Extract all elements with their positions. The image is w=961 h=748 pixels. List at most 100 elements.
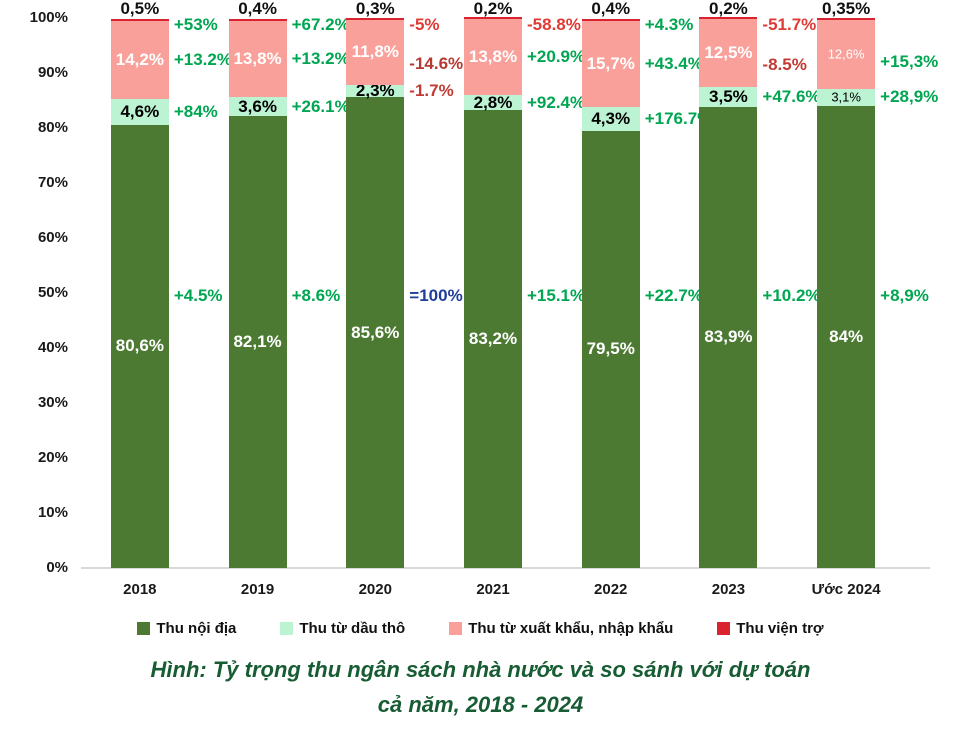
bar-value-label: 83,9% [704, 327, 753, 347]
legend-item-1: Thu từ dầu thô [280, 620, 405, 637]
vs-estimate-annotation: +43.4% [644, 53, 703, 73]
vs-estimate-annotation: +4.3% [644, 15, 694, 34]
bar-segment-1-2 [228, 20, 287, 97]
vs-estimate-annotation: +53% [173, 15, 218, 34]
bar-top-value-label: 0,4% [591, 0, 631, 18]
x-axis-label: 2019 [240, 581, 275, 598]
vs-estimate-annotation: +28,9% [880, 87, 939, 107]
legend-swatch [137, 622, 151, 635]
bar-segment-2-2 [346, 19, 405, 85]
y-axis-label: 10% [37, 504, 68, 521]
legend-label: Thu từ xuất khẩu, nhập khẩu [468, 620, 674, 637]
bar-segment-5-3 [699, 16, 758, 19]
chart-title: Hình: Tỷ trọng thu ngân sách nhà nước và… [0, 652, 961, 722]
vs-estimate-annotation: -58.8% [527, 15, 581, 34]
bar-segment-4-1 [581, 107, 640, 131]
bar-value-label: 4,6% [120, 102, 160, 122]
bar-segment-6-0 [817, 106, 876, 568]
bar-top-value-label: 0,2% [709, 0, 748, 18]
y-axis-label: 50% [37, 284, 68, 301]
x-axis-label: 2022 [594, 581, 628, 598]
y-axis-label: 60% [37, 229, 68, 246]
bar-top-value-label: 0,35% [822, 0, 871, 18]
bar-value-label: 83,2% [468, 329, 518, 349]
bar-value-label: 4,3% [591, 108, 631, 128]
bar-value-label: 79,5% [586, 339, 635, 359]
bar-segment-0-3 [110, 18, 169, 22]
bar-value-label: 13,8% [233, 48, 282, 68]
bar-top-value-label: 0,5% [120, 0, 160, 18]
bar-value-label: 85,6% [351, 322, 400, 342]
bar-segment-2-3 [346, 17, 405, 20]
vs-estimate-annotation: +13.2% [173, 50, 232, 70]
bar-value-label: 12,5% [704, 42, 753, 62]
x-axis-line [81, 567, 930, 569]
vs-estimate-annotation: +8,9% [880, 286, 929, 305]
bar-segment-3-2 [464, 19, 522, 95]
bar-value-label: 11,8% [351, 42, 399, 62]
bar-segment-1-3 [228, 18, 287, 21]
legend-label: Thu từ dầu thô [299, 620, 406, 637]
bar-segment-0-0 [110, 124, 169, 568]
legend-label: Thu nội địa [156, 620, 237, 637]
vs-estimate-annotation: +20.9% [527, 47, 586, 67]
bar-value-label: 12,6% [827, 46, 865, 62]
bar-segment-6-3 [817, 17, 876, 20]
legend-swatch [717, 622, 731, 635]
x-axis: 2018 2019 2020 2021 2022 2023 Ước 2024 [81, 581, 905, 603]
bar-top-value-label: 0,3% [355, 0, 395, 18]
bar-segment-2-1 [346, 84, 405, 98]
vs-estimate-annotation: =100% [409, 286, 463, 305]
y-axis-label: 80% [37, 119, 68, 136]
vs-estimate-annotation: -1.7% [409, 80, 454, 100]
vs-estimate-annotation: +22.7% [644, 286, 703, 305]
bar-value-label: 14,2% [115, 50, 164, 70]
bar-value-label: 2,8% [473, 92, 513, 112]
vs-estimate-annotation: -5% [409, 15, 440, 34]
y-axis-label: 0% [46, 559, 68, 576]
chart-title-line2: cả năm, 2018 - 2024 [377, 692, 584, 717]
legend: Thu nội địa Thu từ dầu thô Thu từ xuất khẩ… [0, 620, 961, 637]
bar-segment-2-0 [346, 97, 405, 568]
bar-segment-4-0 [581, 130, 640, 568]
vs-estimate-annotation: -51.7% [762, 15, 817, 34]
chart-title-line1: Hình: Tỷ trọng thu ngân sách nhà nước và… [150, 657, 811, 682]
bar-value-label: 82,1% [233, 332, 282, 352]
legend-item-3: Thu viện trợ [717, 620, 824, 637]
vs-estimate-annotation: +26.1% [291, 96, 350, 116]
vs-estimate-annotation: +15,3% [880, 52, 939, 72]
bar-top-value-label: 0,4% [238, 0, 277, 18]
vs-estimate-annotation: +13.2% [291, 48, 350, 68]
bar-segment-1-1 [228, 96, 287, 117]
vs-estimate-annotation: +10.2% [762, 286, 821, 305]
bar-segment-6-1 [817, 88, 876, 106]
bar-value-label: 80,6% [115, 336, 164, 356]
x-axis-label: Ước 2024 [811, 581, 881, 598]
bar-segment-0-2 [110, 21, 169, 100]
vs-estimate-annotation: +67.2% [291, 15, 350, 34]
y-axis-label: 70% [37, 174, 68, 191]
vs-estimate-annotation: +84% [173, 102, 218, 122]
x-axis-label: 2023 [711, 581, 746, 598]
legend-swatch [280, 622, 294, 635]
bar-segment-6-2 [817, 19, 876, 89]
bar-segment-3-1 [464, 95, 522, 111]
bar-segment-4-2 [581, 20, 640, 108]
bar-value-label: 3,6% [238, 96, 277, 116]
y-axis: 100% 90% 80% 70% 60% 50% 40% 30% 20% 10% 0% [0, 0, 70, 600]
bar-segment-3-0 [464, 110, 522, 568]
bar-value-label: 13,8% [468, 47, 518, 67]
legend-swatch [449, 622, 463, 635]
bar-segment-5-2 [699, 18, 758, 88]
y-axis-label: 40% [37, 339, 68, 356]
bar-segment-5-0 [699, 106, 758, 568]
legend-item-0: Thu nội địa [137, 620, 236, 637]
legend-item-2: Thu từ xuất khẩu, nhập khẩu [449, 620, 673, 637]
vs-estimate-annotation: +47.6% [762, 86, 821, 106]
x-axis-label: 2020 [358, 581, 392, 598]
bar-value-label: 15,7% [586, 53, 635, 73]
y-axis-label: 90% [37, 64, 68, 81]
legend-label: Thu viện trợ [736, 620, 824, 637]
plot-area: 80,6% +4.5% 4,6% +84% 14,2% +13.2% 0,5% +53% 82,… [81, 0, 938, 569]
